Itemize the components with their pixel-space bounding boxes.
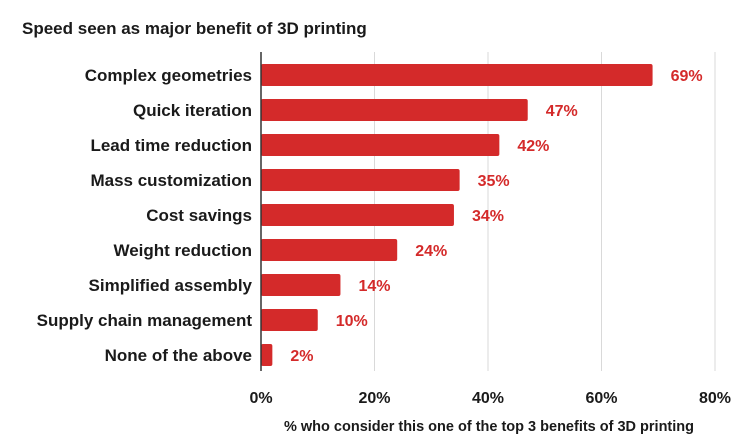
bar-0 bbox=[261, 64, 653, 86]
category-label-0: Complex geometries bbox=[85, 66, 252, 85]
value-label-5: 24% bbox=[415, 243, 447, 260]
value-label-1: 47% bbox=[546, 103, 578, 120]
category-label-4: Cost savings bbox=[146, 206, 252, 225]
bar-6 bbox=[261, 274, 341, 296]
x-tick-label-80: 80% bbox=[699, 390, 731, 407]
value-label-7: 10% bbox=[336, 313, 368, 330]
category-label-6: Simplified assembly bbox=[89, 276, 253, 295]
value-label-8: 2% bbox=[290, 348, 313, 365]
value-label-3: 35% bbox=[478, 173, 510, 190]
category-label-1: Quick iteration bbox=[133, 101, 252, 120]
bar-4 bbox=[261, 204, 454, 226]
category-label-5: Weight reduction bbox=[113, 241, 252, 260]
category-label-7: Supply chain management bbox=[37, 311, 253, 330]
bar-1 bbox=[261, 99, 528, 121]
category-label-8: None of the above bbox=[105, 346, 252, 365]
x-tick-label-40: 40% bbox=[472, 390, 504, 407]
category-label-3: Mass customization bbox=[90, 171, 252, 190]
x-tick-label-20: 20% bbox=[358, 390, 390, 407]
value-label-0: 69% bbox=[671, 68, 703, 85]
value-label-6: 14% bbox=[358, 278, 390, 295]
bar-2 bbox=[261, 134, 500, 156]
category-label-2: Lead time reduction bbox=[90, 136, 252, 155]
x-tick-label-0: 0% bbox=[249, 390, 272, 407]
chart-title: Speed seen as major benefit of 3D printi… bbox=[22, 19, 367, 38]
x-tick-label-60: 60% bbox=[585, 390, 617, 407]
value-label-2: 42% bbox=[517, 138, 549, 155]
bar-7 bbox=[261, 309, 318, 331]
bar-3 bbox=[261, 169, 460, 191]
value-label-4: 34% bbox=[472, 208, 504, 225]
x-axis-title: % who consider this one of the top 3 ben… bbox=[284, 419, 694, 435]
bar-8 bbox=[261, 344, 273, 366]
bar-5 bbox=[261, 239, 398, 261]
